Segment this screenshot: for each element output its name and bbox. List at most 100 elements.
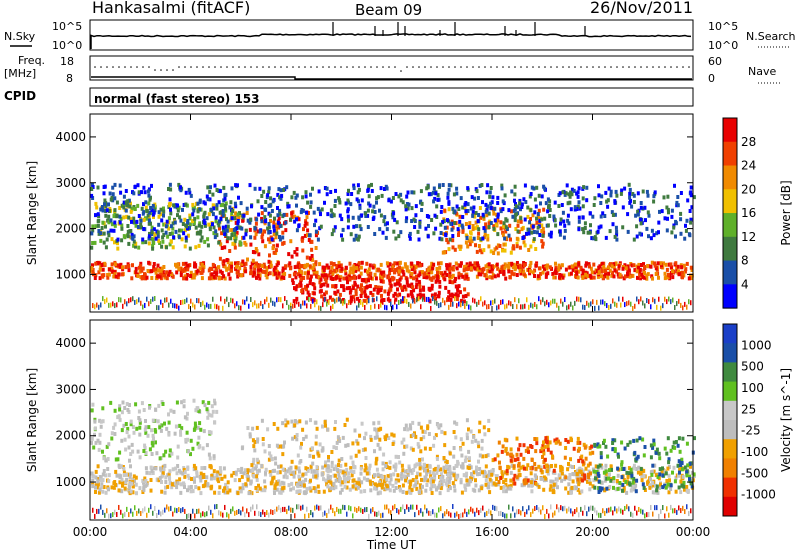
- echo-cell: [292, 474, 296, 479]
- echo-cell: [416, 261, 420, 266]
- echo-cell: [256, 274, 260, 278]
- echo-cell: [234, 470, 238, 475]
- echo-cell: [160, 299, 162, 305]
- echo-cell: [165, 245, 168, 250]
- echo-cell: [189, 274, 193, 278]
- echo-cell: [209, 486, 213, 491]
- echo-cell: [474, 478, 477, 483]
- echo-cell: [514, 297, 516, 303]
- nave-dot: [358, 66, 360, 68]
- echo-cell: [134, 482, 138, 487]
- echo-cell: [191, 219, 194, 223]
- echo-cell: [468, 221, 472, 226]
- echo-cell: [226, 490, 230, 495]
- echo-cell: [459, 480, 463, 485]
- echo-cell: [96, 219, 100, 224]
- echo-cell: [491, 458, 495, 463]
- echo-cell: [244, 228, 248, 233]
- echo-cell: [632, 237, 636, 242]
- echo-cell: [121, 400, 125, 405]
- echo-cell: [581, 459, 585, 464]
- echo-cell: [195, 269, 199, 274]
- echo-cell: [188, 246, 192, 251]
- noise-tick-bottom-left: 10^0: [52, 39, 82, 52]
- echo-cell: [448, 293, 452, 298]
- echo-cell: [98, 267, 102, 272]
- echo-cell: [282, 303, 284, 309]
- echo-cell: [276, 192, 280, 197]
- echo-cell: [611, 438, 615, 443]
- echo-cell: [158, 476, 162, 480]
- nave-dot: [682, 66, 684, 68]
- echo-cell: [186, 226, 189, 231]
- echo-cell: [121, 480, 125, 485]
- echo-cell: [265, 275, 269, 280]
- echo-cell: [351, 478, 355, 483]
- echo-cell: [627, 481, 631, 486]
- echo-cell: [256, 303, 258, 309]
- echo-cell: [642, 485, 646, 490]
- echo-cell: [650, 274, 654, 279]
- echo-cell: [140, 300, 142, 306]
- echo-cell: [428, 464, 432, 469]
- echo-cell: [577, 269, 581, 274]
- echo-cell: [188, 263, 192, 268]
- echo-cell: [210, 272, 214, 277]
- echo-cell: [332, 481, 336, 486]
- echo-cell: [655, 231, 659, 236]
- echo-cell: [118, 480, 122, 485]
- echo-cell: [296, 453, 300, 458]
- echo-cell: [179, 185, 182, 190]
- echo-cell: [245, 211, 249, 215]
- echo-cell: [126, 199, 130, 204]
- echo-cell: [401, 299, 404, 304]
- echo-cell: [428, 265, 432, 270]
- echo-cell: [621, 205, 625, 210]
- echo-cell: [549, 484, 553, 489]
- echo-cell: [267, 190, 271, 195]
- echo-cell: [332, 228, 336, 233]
- echo-cell: [598, 463, 602, 468]
- echo-cell: [575, 207, 579, 211]
- echo-cell: [366, 299, 368, 305]
- echo-cell: [413, 225, 417, 229]
- echo-cell: [168, 480, 172, 485]
- echo-cell: [242, 262, 246, 267]
- echo-cell: [386, 263, 390, 268]
- echo-cell: [579, 469, 583, 474]
- echo-cell: [688, 474, 692, 479]
- echo-cell: [470, 439, 474, 444]
- echo-cell: [125, 214, 129, 219]
- echo-cell: [492, 224, 496, 229]
- echo-cell: [487, 225, 491, 229]
- echo-cell: [298, 489, 302, 494]
- echo-cell: [238, 305, 240, 311]
- echo-cell: [191, 489, 195, 494]
- echo-cell: [339, 263, 343, 268]
- echo-cell: [297, 283, 301, 288]
- echo-cell: [636, 209, 640, 214]
- echo-cell: [174, 229, 178, 234]
- echo-cell: [549, 479, 553, 484]
- echo-cell: [250, 296, 252, 302]
- echo-cell: [104, 224, 107, 229]
- echo-cell: [148, 301, 150, 307]
- echo-cell: [425, 272, 429, 277]
- echo-cell: [648, 299, 650, 305]
- echo-cell: [557, 267, 561, 272]
- echo-cell: [397, 455, 400, 459]
- echo-cell: [435, 454, 439, 459]
- echo-cell: [488, 269, 492, 274]
- echo-cell: [600, 261, 604, 266]
- echo-cell: [376, 290, 380, 295]
- echo-cell: [332, 213, 336, 218]
- echo-cell: [423, 468, 427, 473]
- echo-cell: [114, 303, 116, 309]
- echo-cell: [113, 182, 117, 187]
- echo-cell: [379, 426, 383, 431]
- echo-cell: [504, 470, 508, 475]
- echo-cell: [566, 213, 570, 218]
- echo-cell: [356, 296, 359, 301]
- echo-cell: [559, 217, 563, 222]
- echo-cell: [487, 428, 491, 433]
